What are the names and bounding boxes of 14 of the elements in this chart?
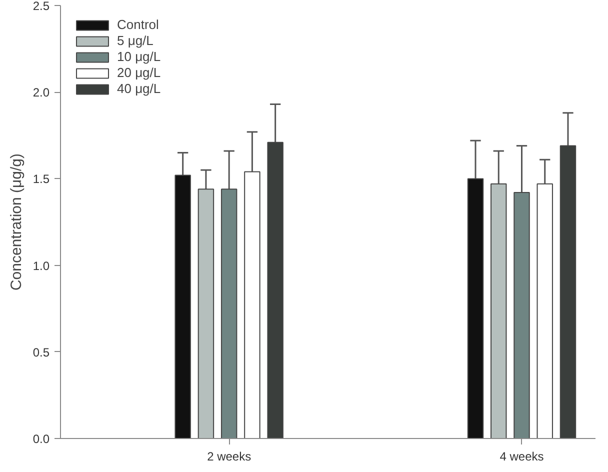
x-tick-label: 2 weeks — [207, 450, 252, 464]
y-tick-label: 1.5 — [32, 172, 50, 186]
y-tick-label: 2.0 — [32, 86, 50, 100]
legend-label: 20 μg/L — [117, 65, 162, 80]
y-axis-title: Concentration (μg/g) — [8, 153, 25, 291]
x-tick-label: 4 weeks — [500, 450, 544, 464]
legend-label: 5 μg/L — [117, 33, 154, 48]
legend-label: Control — [117, 17, 160, 32]
y-tick-label: 0.5 — [32, 345, 50, 360]
y-tick-label: 1.0 — [32, 258, 50, 273]
legend-label: 40 μg/L — [117, 81, 162, 96]
y-tick-label: 2.5 — [32, 0, 50, 13]
y-tick-label: 0.0 — [32, 432, 50, 446]
legend-label: 10 μg/L — [117, 49, 162, 64]
